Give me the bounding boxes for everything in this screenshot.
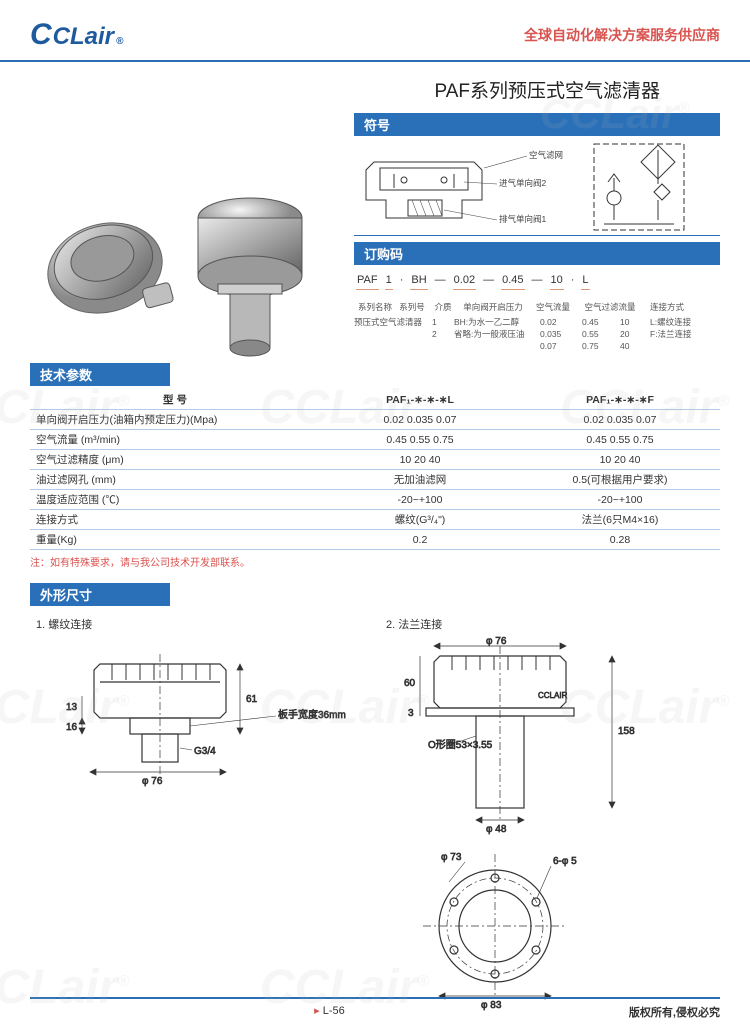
svg-text:61: 61 [246, 694, 258, 705]
logo-letter: C [30, 18, 52, 52]
dim-flange-top: φ 73 6-φ 5 φ 83 [30, 846, 720, 1006]
dim-flange-drawing: φ 76 60 3 158 φ 48 O形圈53×3.55 CCLAIR [380, 636, 710, 836]
spec-note: 注：如有特殊要求，请与我公司技术开发部联系。 [30, 554, 720, 569]
svg-text:G3/4: G3/4 [194, 746, 216, 757]
dim-thread-drawing: φ 76 16 13 61 板手宽度36mm G3/4 [30, 636, 360, 816]
footer-page: L-56 [314, 1004, 345, 1020]
svg-text:空气滤网: 空气滤网 [529, 150, 563, 160]
footer-copyright: 版权所有,侵权必究 [629, 1004, 720, 1020]
brand-logo: C CLair ® [30, 18, 123, 52]
svg-text:3: 3 [408, 708, 414, 719]
symbol-diagram: 空气滤网 进气单向阀2 排气单向阀1 [354, 140, 720, 236]
svg-text:158: 158 [618, 726, 635, 737]
spec-hdr-l: PAF₁-∗-∗-∗L [320, 390, 520, 410]
svg-text:6-φ 5: 6-φ 5 [553, 856, 577, 867]
svg-text:13: 13 [66, 702, 78, 713]
spec-hdr-f: PAF₁-∗-∗-∗F [520, 390, 720, 410]
logo-text: CLair [53, 23, 114, 51]
svg-text:60: 60 [404, 678, 416, 689]
section-order: 订购码 [354, 242, 720, 265]
order-code-block: PAF 1 · BH — 0.02 — 0.45 — 10 · L 系列名称 系… [354, 269, 720, 353]
dim-h2: 2. 法兰连接 [386, 616, 710, 632]
svg-text:φ 76: φ 76 [142, 776, 163, 787]
product-photo-area [30, 113, 340, 353]
spec-hdr-model: 型 号 [30, 390, 320, 410]
page-title: PAF系列预压式空气滤清器 [30, 76, 720, 103]
page-footer: L-56 版权所有,侵权必究 [30, 997, 720, 1020]
section-dim: 外形尺寸 [30, 583, 170, 606]
product-render [30, 113, 340, 353]
section-symbol: 符号 [354, 113, 720, 136]
header-tagline: 全球自动化解决方案服务供应商 [524, 25, 720, 45]
svg-text:φ 76: φ 76 [486, 636, 507, 647]
page-header: C CLair ® 全球自动化解决方案服务供应商 [0, 0, 750, 62]
svg-text:O形圈53×3.55: O形圈53×3.55 [428, 739, 493, 751]
spec-table: 型 号 PAF₁-∗-∗-∗L PAF₁-∗-∗-∗F 单向阀开启压力(油箱内预… [30, 390, 720, 550]
logo-reg: ® [116, 36, 123, 47]
svg-text:排气单向阀1: 排气单向阀1 [499, 214, 547, 224]
dim-h1: 1. 螺纹连接 [36, 616, 360, 632]
svg-text:φ 73: φ 73 [441, 852, 462, 863]
order-code-row: PAF 1 · BH — 0.02 — 0.45 — 10 · L [354, 269, 720, 293]
svg-text:进气单向阀2: 进气单向阀2 [499, 178, 547, 188]
section-spec: 技术参数 [30, 363, 170, 386]
svg-text:16: 16 [66, 722, 78, 733]
svg-text:板手宽度36mm: 板手宽度36mm [278, 708, 346, 721]
svg-text:CCLAIR: CCLAIR [538, 691, 568, 700]
svg-text:φ 48: φ 48 [486, 824, 507, 835]
